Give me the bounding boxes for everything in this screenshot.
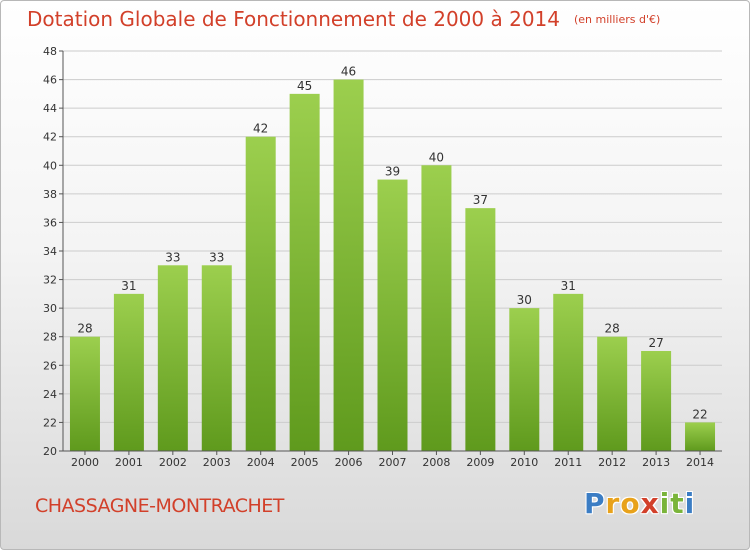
- x-tick-label: 2012: [598, 456, 626, 469]
- data-label: 22: [692, 407, 707, 421]
- x-tick-label: 2003: [203, 456, 231, 469]
- chart-unit: (en milliers d'€): [574, 13, 661, 26]
- data-label: 27: [648, 336, 663, 350]
- x-tick-label: 2000: [71, 456, 99, 469]
- y-tick-label: 20: [43, 445, 57, 458]
- x-tick-label: 2011: [554, 456, 582, 469]
- x-tick-label: 2006: [335, 456, 363, 469]
- bar-2010: [509, 308, 540, 451]
- x-tick-label: 2005: [291, 456, 319, 469]
- x-tick-label: 2001: [115, 456, 143, 469]
- bar-2005: [289, 93, 320, 451]
- bar-2009: [465, 208, 496, 451]
- x-tick-label: 2002: [159, 456, 187, 469]
- y-tick-label: 40: [43, 159, 57, 172]
- y-tick-label: 46: [43, 74, 57, 87]
- logo-letter: P: [584, 487, 606, 520]
- data-label: 31: [121, 279, 136, 293]
- x-tick-label: 2008: [422, 456, 450, 469]
- y-tick-label: 38: [43, 188, 57, 201]
- bar-2011: [553, 293, 584, 451]
- data-labels: 28 31 33 33 42 45 46 39 40 37 30 31 28 27 22: [77, 65, 707, 422]
- x-tick-label: 2014: [686, 456, 714, 469]
- y-tick-label: 36: [43, 216, 57, 229]
- y-axis: 20 22 24 26 28 30 32 34 36 38 40 42 44 46 48: [43, 45, 64, 458]
- data-label: 46: [341, 65, 356, 79]
- data-label: 33: [165, 250, 180, 264]
- bar-2007: [377, 179, 408, 452]
- bar-2012: [597, 336, 628, 451]
- data-label: 37: [473, 193, 488, 207]
- data-label: 31: [561, 279, 576, 293]
- chart-title-text: Dotation Globale de Fonctionnement de 20…: [27, 7, 560, 31]
- logo-letter: t: [670, 487, 685, 520]
- bar-2014: [685, 422, 716, 451]
- data-label: 28: [605, 322, 620, 336]
- bar-2004: [245, 136, 276, 451]
- data-label: 40: [429, 150, 444, 164]
- bars: [69, 79, 716, 452]
- logo-letter: r: [605, 487, 621, 520]
- data-label: 33: [209, 250, 224, 264]
- y-tick-label: 32: [43, 274, 57, 287]
- bar-2000: [69, 336, 100, 451]
- x-tick-label: 2013: [642, 456, 670, 469]
- bar-2008: [421, 165, 452, 452]
- bar-2003: [201, 265, 232, 451]
- y-tick-label: 42: [43, 131, 57, 144]
- y-tick-label: 26: [43, 359, 57, 372]
- bar-2006: [333, 79, 364, 452]
- logo-letter: o: [620, 487, 641, 520]
- logo-letter: x: [640, 487, 660, 520]
- commune-name: CHASSAGNE-MONTRACHET: [35, 495, 284, 517]
- data-label: 42: [253, 122, 268, 136]
- data-label: 39: [385, 165, 400, 179]
- data-label: 45: [297, 79, 312, 93]
- y-tick-label: 22: [43, 416, 57, 429]
- data-label: 30: [517, 293, 532, 307]
- y-tick-label: 30: [43, 302, 57, 315]
- bar-2001: [113, 293, 144, 451]
- x-axis: 2000 2001 2002 2003 2004 2005 2006 2007 2008 2009…: [63, 450, 722, 469]
- bar-2002: [157, 265, 188, 451]
- y-tick-label: 24: [43, 388, 57, 401]
- y-tick-label: 44: [43, 102, 57, 115]
- logo-letter: i: [684, 487, 696, 520]
- data-label: 28: [77, 322, 92, 336]
- x-tick-label: 2007: [379, 456, 407, 469]
- x-tick-label: 2010: [510, 456, 538, 469]
- logo-letter: i: [659, 487, 671, 520]
- bar-2013: [641, 351, 672, 451]
- y-tick-label: 34: [43, 245, 57, 258]
- chart-title: Dotation Globale de Fonctionnement de 20…: [27, 7, 660, 31]
- x-tick-label: 2004: [247, 456, 275, 469]
- proxiti-logo: Proxiti: [584, 487, 695, 520]
- y-tick-label: 28: [43, 331, 57, 344]
- y-tick-label: 48: [43, 45, 57, 58]
- x-tick-label: 2009: [466, 456, 494, 469]
